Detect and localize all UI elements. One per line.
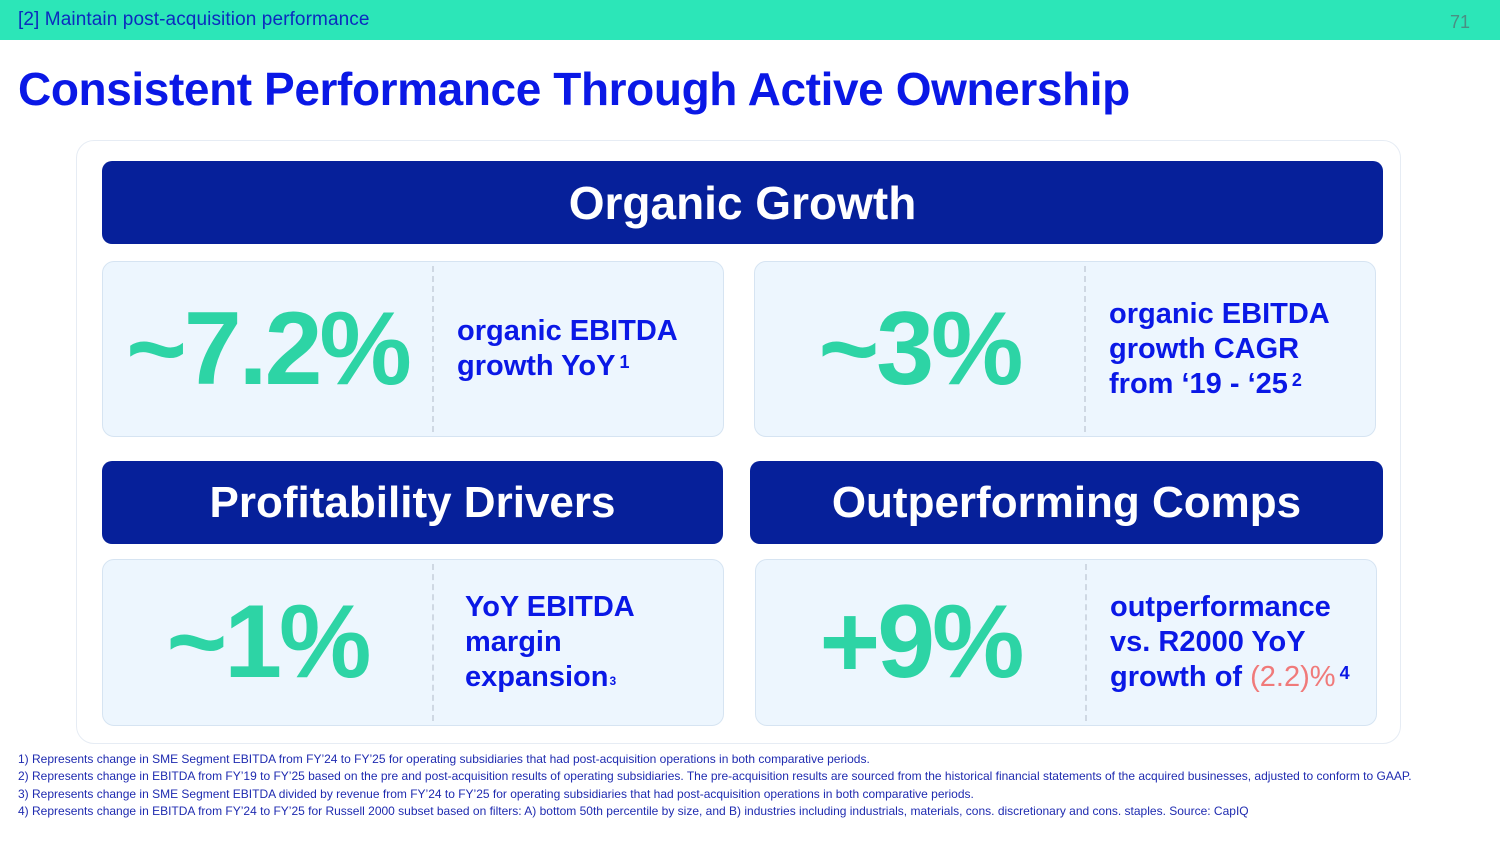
stat-desc-line: organic EBITDA bbox=[457, 315, 678, 347]
section-label: [2] Maintain post-acquisition performanc… bbox=[18, 9, 370, 30]
footnote: 4) Represents change in EBITDA from FY’2… bbox=[18, 803, 1249, 818]
outperforming-comps-banner: Outperforming Comps bbox=[750, 461, 1383, 544]
page-number: 71 bbox=[1449, 12, 1470, 32]
footnotes: 1) Represents change in SME Segment EBIT… bbox=[18, 751, 1488, 820]
profitability-drivers-banner: Profitability Drivers bbox=[102, 461, 723, 544]
footnote: 3) Represents change in SME Segment EBIT… bbox=[18, 786, 974, 801]
dashed-divider bbox=[432, 564, 434, 721]
stat-desc-text: growth YoY bbox=[457, 350, 616, 382]
dashed-divider bbox=[432, 266, 434, 432]
stat-desc-text: from ‘19 - ‘25 bbox=[1109, 367, 1288, 400]
footnote-ref: 3 bbox=[609, 674, 617, 688]
stat-value: ~1% bbox=[166, 584, 371, 700]
stat-description: organic EBITDA growth CAGR from ‘19 - ‘2… bbox=[1109, 262, 1365, 436]
page-title: Consistent Performance Through Active Ow… bbox=[18, 63, 1130, 115]
dashed-divider bbox=[1085, 564, 1087, 721]
stat-desc-line: expansion3 bbox=[465, 660, 713, 695]
stat-value: ~3% bbox=[818, 290, 1023, 407]
stat-desc-line: outperformance bbox=[1110, 591, 1331, 623]
stat-desc-line: from ‘19 - ‘25 2 bbox=[1109, 367, 1365, 402]
stat-desc-text: growth of bbox=[1110, 661, 1251, 693]
stat-desc-line: YoY EBITDA bbox=[465, 591, 635, 623]
section-header-bar: [2] Maintain post-acquisition performanc… bbox=[0, 0, 1500, 40]
footnote-ref: 2 bbox=[1291, 369, 1302, 390]
stat-value: +9% bbox=[819, 584, 1024, 700]
stat-desc-line: growth of (2.2)% 4 bbox=[1110, 660, 1366, 695]
stat-description: organic EBITDA growth YoY 1 bbox=[457, 262, 713, 436]
organic-growth-banner: Organic Growth bbox=[102, 161, 1383, 244]
negative-value: (2.2)% bbox=[1250, 661, 1336, 693]
stat-desc-line: margin bbox=[465, 626, 562, 658]
stat-desc-text: expansion bbox=[465, 661, 609, 693]
stat-description: YoY EBITDA margin expansion3 bbox=[465, 560, 713, 725]
stat-card-outperformance: +9% outperformance vs. R2000 YoY growth … bbox=[755, 559, 1377, 726]
stat-value: ~7.2% bbox=[126, 290, 412, 407]
footnote: 1) Represents change in SME Segment EBIT… bbox=[18, 752, 870, 766]
stat-desc-line: organic EBITDA bbox=[1109, 297, 1330, 330]
footnote: 2) Represents change in EBITDA from FY’1… bbox=[18, 769, 1412, 784]
stat-desc-line: vs. R2000 YoY bbox=[1110, 626, 1306, 658]
stat-card-organic-yoy: ~7.2% organic EBITDA growth YoY 1 bbox=[102, 261, 724, 437]
stat-desc-line: growth YoY 1 bbox=[457, 349, 713, 384]
stat-card-organic-cagr: ~3% organic EBITDA growth CAGR from ‘19 … bbox=[754, 261, 1376, 437]
stat-desc-line: growth CAGR bbox=[1109, 332, 1300, 365]
footnote-ref: 4 bbox=[1339, 663, 1350, 683]
stat-card-margin-expansion: ~1% YoY EBITDA margin expansion3 bbox=[102, 559, 724, 726]
stat-description: outperformance vs. R2000 YoY growth of (… bbox=[1110, 560, 1366, 725]
footnote-ref: 1 bbox=[619, 352, 630, 372]
dashed-divider bbox=[1084, 266, 1086, 432]
